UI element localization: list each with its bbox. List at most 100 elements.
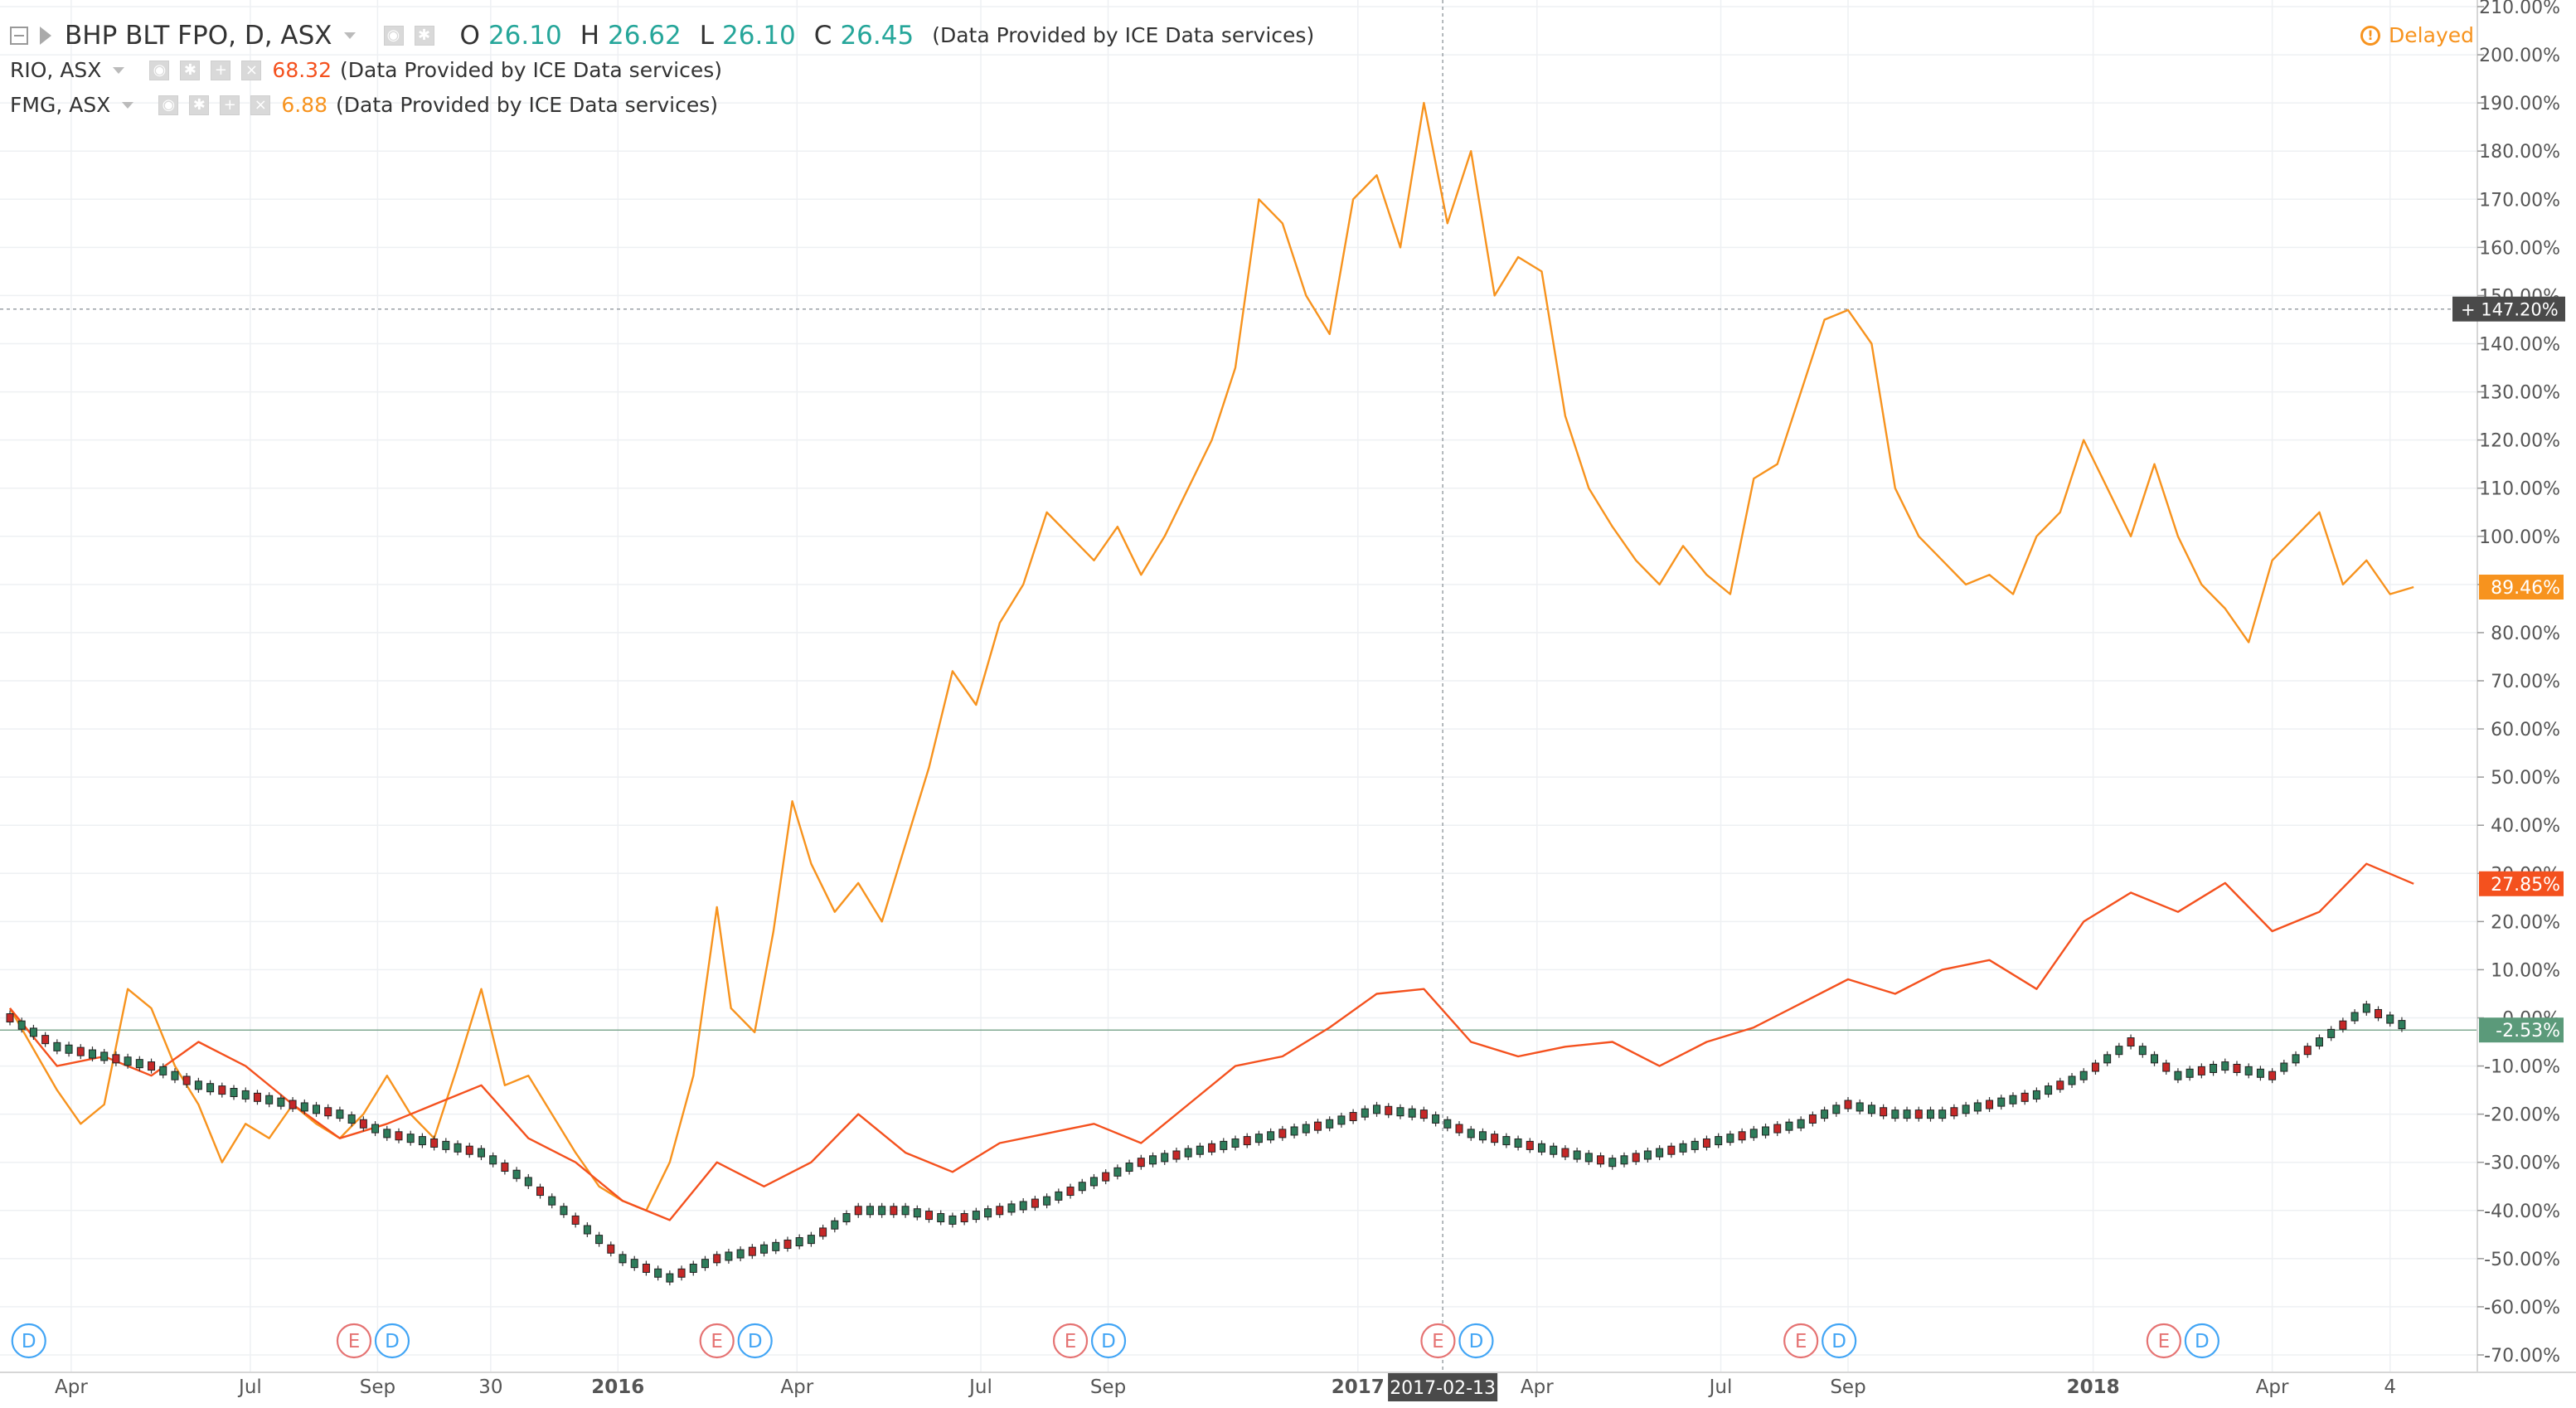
earnings-marker-ring	[1783, 1323, 1819, 1359]
candle-body	[1550, 1145, 1558, 1155]
dividend-marker[interactable]: D	[1822, 1323, 1857, 1359]
gear-icon[interactable]: ✱	[180, 61, 201, 80]
earnings-marker-label: E	[2158, 1331, 2171, 1352]
candle-body	[960, 1212, 968, 1222]
candle-body	[2221, 1061, 2229, 1071]
candle-body	[1031, 1198, 1039, 1208]
candle-body	[1821, 1109, 1829, 1119]
candle-body	[2280, 1062, 2288, 1072]
earnings-marker[interactable]: E	[1052, 1323, 1089, 1359]
dividend-marker[interactable]: D	[11, 1323, 46, 1359]
candle-body	[1231, 1138, 1239, 1148]
delayed-label: Delayed	[2389, 23, 2474, 47]
candle-body	[2350, 1012, 2359, 1022]
flag-icon[interactable]	[40, 27, 51, 45]
y-tick-label: -40.00%	[2484, 1202, 2560, 1222]
chevron-down-icon[interactable]	[113, 67, 125, 74]
earnings-marker[interactable]: E	[2146, 1323, 2181, 1359]
candle-body	[1326, 1119, 1334, 1129]
close-icon[interactable]: ×	[250, 95, 271, 115]
candle-body	[1113, 1167, 1122, 1177]
earnings-marker-ring	[2146, 1323, 2181, 1359]
eye-icon[interactable]: ◉	[149, 61, 170, 80]
earnings-marker[interactable]: E	[1420, 1323, 1456, 1359]
close-icon[interactable]: ×	[241, 61, 262, 80]
series-line-rio[interactable]	[9, 862, 2414, 1221]
candle-body	[854, 1206, 862, 1216]
earnings-marker[interactable]: E	[699, 1323, 735, 1359]
earnings-marker[interactable]: E	[336, 1323, 372, 1359]
delayed-status[interactable]: ! Delayed	[2360, 23, 2474, 47]
crosshair-labels: + 147.20% 2017-02-13	[1388, 296, 2565, 1401]
chevron-down-icon[interactable]	[343, 32, 356, 39]
low-key: L	[699, 21, 715, 51]
candle-body	[1643, 1150, 1652, 1160]
candle-body	[725, 1251, 733, 1261]
candle-body	[395, 1131, 403, 1141]
x-tick-label: 2018	[2067, 1376, 2120, 1398]
legend-fmg-series[interactable]: FMG, ASX ◉ ✱ + × 6.88 (Data Provided by …	[10, 88, 1314, 123]
high-value: 26.62	[608, 21, 682, 51]
candle-body	[2009, 1095, 2017, 1105]
price-axis[interactable]: 210.00% 200.00% 190.00% 180.00% 170.00% 160.0…	[2477, 0, 2560, 1367]
candle-body	[1055, 1191, 1063, 1201]
candle-body	[948, 1215, 957, 1225]
y-tick-label: 110.00%	[2479, 479, 2560, 500]
candle-body	[1373, 1105, 1381, 1114]
gear-icon[interactable]: ✱	[414, 26, 434, 46]
low-value: 26.10	[722, 21, 796, 51]
plus-icon[interactable]: +	[211, 61, 231, 80]
rio-symbol[interactable]: RIO, ASX	[10, 58, 102, 82]
crosshair-date-label: 2017-02-13	[1390, 1378, 1496, 1399]
candle-body	[359, 1119, 367, 1129]
candle-body	[324, 1107, 332, 1117]
candle-body	[1526, 1140, 1534, 1150]
candle-body	[642, 1263, 650, 1273]
earnings-marker[interactable]: E	[1783, 1323, 1819, 1359]
candle-body	[29, 1027, 37, 1037]
candle-body	[2079, 1071, 2088, 1080]
eye-icon[interactable]: ◉	[158, 95, 179, 115]
eye-icon[interactable]: ◉	[383, 26, 404, 46]
series-candles-bhp[interactable]	[6, 1000, 2406, 1286]
candle-body	[1408, 1108, 1416, 1118]
candle-body	[1172, 1150, 1181, 1160]
grid	[0, 0, 2477, 1372]
candle-body	[1196, 1145, 1204, 1155]
candle-body	[1349, 1112, 1357, 1122]
candle-body	[1290, 1126, 1298, 1136]
candle-body	[1691, 1140, 1699, 1150]
dividend-marker[interactable]: D	[1458, 1323, 1494, 1359]
dividend-marker[interactable]: D	[374, 1323, 410, 1359]
candle-body	[2056, 1080, 2064, 1090]
candle-body	[1514, 1138, 1522, 1148]
plus-icon[interactable]: +	[220, 95, 240, 115]
candle-body	[2162, 1062, 2171, 1072]
dividend-marker[interactable]: D	[1090, 1323, 1127, 1359]
legend-rio-series[interactable]: RIO, ASX ◉ ✱ + × 68.32 (Data Provided by…	[10, 53, 1314, 88]
x-tick-label: Sep	[1830, 1376, 1865, 1398]
gear-icon[interactable]: ✱	[189, 95, 210, 115]
series-line-fmg[interactable]	[8, 101, 2414, 1212]
earnings-marker-ring	[1420, 1323, 1456, 1359]
y-tick-label: 200.00%	[2479, 46, 2560, 66]
candle-body	[1844, 1100, 1852, 1109]
candle-body	[583, 1225, 591, 1235]
y-tick-label: 60.00%	[2491, 720, 2560, 740]
main-symbol[interactable]: BHP BLT FPO, D, ASX	[65, 21, 332, 51]
candle-body	[277, 1097, 285, 1107]
time-axis[interactable]: Apr Jul Sep 30 2016 Apr Jul Sep 2017 Apr Jul Sep 201…	[55, 1376, 2396, 1398]
dividend-marker[interactable]: D	[737, 1323, 773, 1359]
candle-body	[1973, 1102, 1982, 1112]
alert-circle-icon: !	[2360, 25, 2381, 46]
candle-body	[2256, 1068, 2264, 1078]
dividend-marker[interactable]: D	[2184, 1323, 2219, 1359]
fmg-symbol[interactable]: FMG, ASX	[10, 93, 111, 117]
collapse-icon[interactable]	[10, 27, 28, 45]
candle-body	[619, 1254, 627, 1264]
earnings-marker-label: E	[1795, 1331, 1807, 1352]
candle-body	[760, 1244, 769, 1254]
chevron-down-icon[interactable]	[122, 102, 134, 109]
